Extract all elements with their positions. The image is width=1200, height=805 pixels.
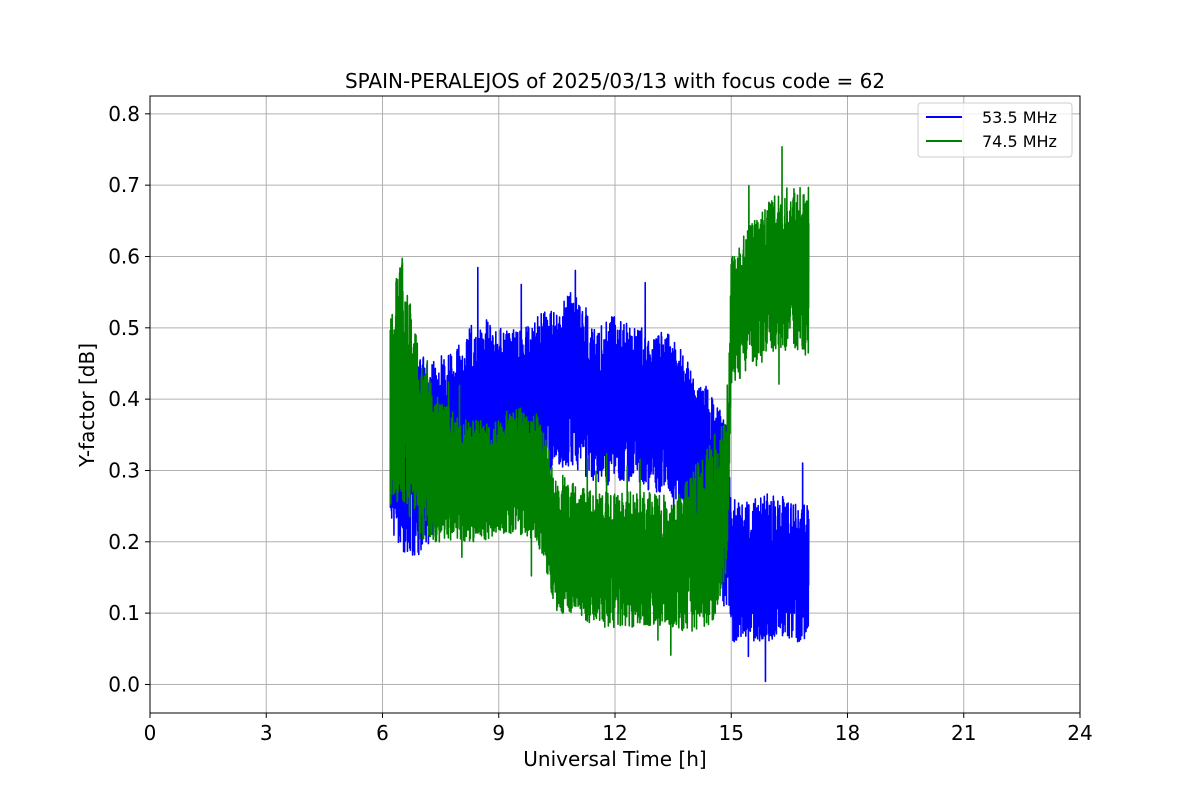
x-tick-label: 6 — [376, 721, 389, 745]
y-tick-label: 0.4 — [108, 387, 140, 411]
y-tick-label: 0.1 — [108, 601, 140, 625]
chart-title: SPAIN-PERALEJOS of 2025/03/13 with focus… — [345, 69, 885, 93]
y-tick-label: 0.7 — [108, 173, 140, 197]
y-tick-label: 0.3 — [108, 458, 140, 482]
y-tick-label: 0.2 — [108, 530, 140, 554]
x-tick-label: 9 — [492, 721, 505, 745]
legend-label-74-5-mhz: 74.5 MHz — [982, 132, 1057, 151]
x-tick-label: 24 — [1067, 721, 1092, 745]
series-line-74-5-mhz — [389, 146, 810, 656]
x-axis-ticks: 0 3 6 9 12 15 18 21 24 — [144, 713, 1093, 745]
x-tick-label: 3 — [260, 721, 273, 745]
x-tick-label: 21 — [951, 721, 976, 745]
y-tick-label: 0.6 — [108, 244, 140, 268]
x-tick-label: 15 — [719, 721, 744, 745]
y-tick-label: 0.8 — [108, 102, 140, 126]
series-layer — [389, 146, 810, 683]
y-tick-label: 0.0 — [108, 672, 140, 696]
legend: 53.5 MHz 74.5 MHz — [917, 102, 1073, 158]
y-axis-label: Y-factor [dB] — [75, 343, 99, 468]
x-axis-label: Universal Time [h] — [523, 747, 706, 771]
x-tick-label: 0 — [144, 721, 157, 745]
x-tick-label: 18 — [835, 721, 860, 745]
y-tick-label: 0.5 — [108, 316, 140, 340]
legend-label-53-5-mhz: 53.5 MHz — [982, 108, 1057, 127]
y-axis-ticks: 0.0 0.1 0.2 0.3 0.4 0.5 0.6 0.7 0.8 — [108, 102, 150, 696]
x-tick-label: 12 — [602, 721, 627, 745]
